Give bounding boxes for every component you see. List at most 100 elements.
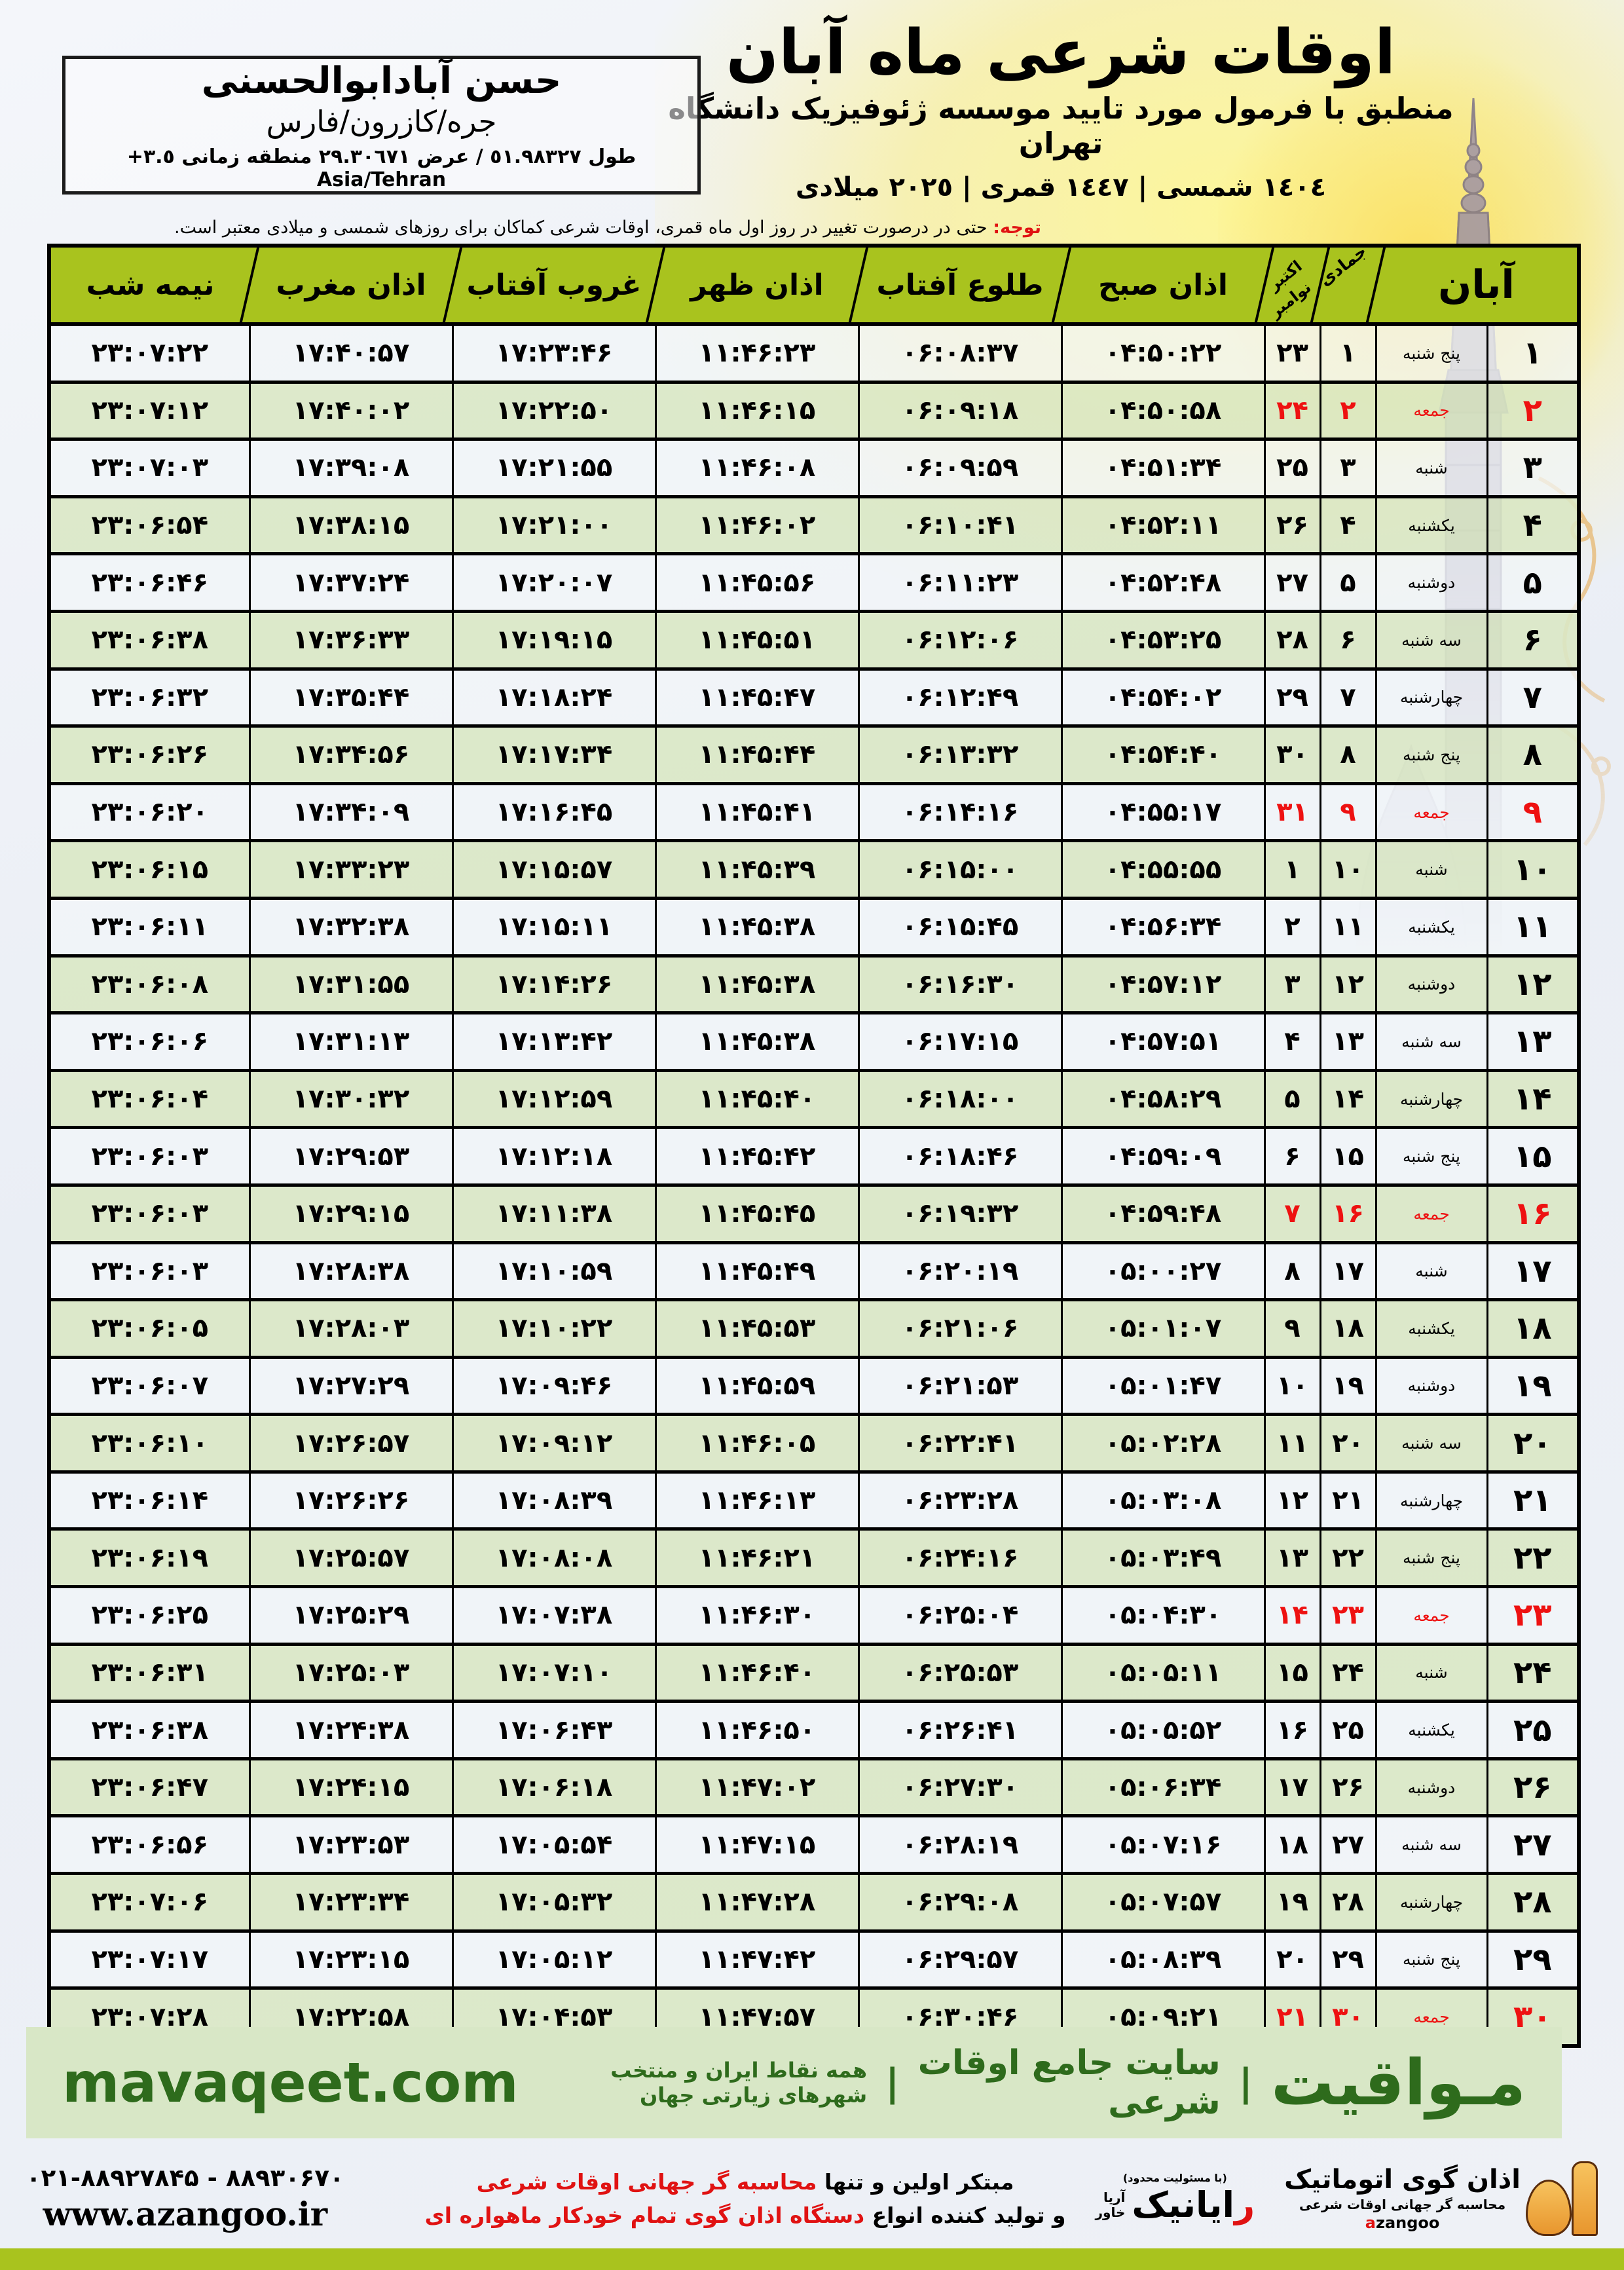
- azangoo-latin-wordmark: azangoo: [1365, 2214, 1440, 2232]
- cell-aban-day: ۲۳: [1486, 1585, 1579, 1645]
- table-row: ۱۲ دوشنبه ۱۲ ۳ ۰۴:۵۷:۱۲ ۰۶:۱۶:۳۰ ۱۱:۴۵:۳…: [49, 954, 1579, 1013]
- cell-sunrise-time: ۰۶:۱۹:۳۲: [857, 1183, 1061, 1242]
- cell-gregorian-day: ۹: [1263, 1298, 1320, 1358]
- column-header-gregorian-month: اکتبر نوامبر: [1264, 246, 1320, 326]
- cell-gregorian-day: ۸: [1263, 1240, 1320, 1300]
- table-row: ۳ شنبه ۳ ۲۵ ۰۴:۵۱:۳۴ ۰۶:۰۹:۵۹ ۱۱:۴۶:۰۸ ۱…: [49, 437, 1579, 497]
- cell-midnight-time: ۲۳:۰۶:۰۳: [49, 1240, 249, 1300]
- cell-aban-day: ۳: [1486, 437, 1579, 497]
- cell-sunset-time: ۱۷:۱۹:۱۵: [451, 609, 655, 669]
- cell-sunrise-time: ۰۶:۲۹:۵۷: [857, 1929, 1061, 1988]
- cell-sunset-time: ۱۷:۲۳:۴۶: [451, 322, 655, 382]
- table-row: ۵ دوشنبه ۵ ۲۷ ۰۴:۵۲:۴۸ ۰۶:۱۱:۲۳ ۱۱:۴۵:۵۶…: [49, 552, 1579, 612]
- cell-dhuhr-time: ۱۱:۴۶:۰۵: [654, 1413, 858, 1472]
- cell-sunrise-time: ۰۶:۲۳:۲۸: [857, 1470, 1061, 1529]
- cell-midnight-time: ۲۳:۰۶:۳۱: [49, 1642, 249, 1702]
- cell-gregorian-day: ۱۴: [1263, 1585, 1320, 1645]
- cell-dhuhr-time: ۱۱:۴۵:۴۹: [654, 1240, 858, 1300]
- cell-midnight-time: ۲۳:۰۷:۰۳: [49, 437, 249, 497]
- cell-hijri-day: ۶: [1319, 609, 1376, 669]
- cell-sunrise-time: ۰۶:۰۸:۳۷: [857, 322, 1061, 382]
- cell-fajr-time: ۰۵:۰۷:۵۷: [1060, 1872, 1264, 1931]
- cell-gregorian-day: ۱۳: [1263, 1527, 1320, 1587]
- cell-dhuhr-time: ۱۱:۴۶:۱۵: [654, 380, 858, 439]
- cell-gregorian-day: ۲۶: [1263, 494, 1320, 554]
- minaret-icon: [1572, 2161, 1598, 2236]
- cell-fajr-time: ۰۴:۵۴:۴۰: [1060, 724, 1264, 784]
- cell-weekday: یکشنبه: [1375, 896, 1487, 956]
- cell-gregorian-day: ۱۱: [1263, 1413, 1320, 1472]
- cell-midnight-time: ۲۳:۰۶:۰۵: [49, 1298, 249, 1358]
- column-header-midnight: نیمه شب: [49, 246, 249, 326]
- cell-dhuhr-time: ۱۱:۴۵:۵۳: [654, 1298, 858, 1358]
- cell-hijri-day: ۱۳: [1319, 1011, 1376, 1071]
- cell-sunset-time: ۱۷:۱۶:۴۵: [451, 781, 655, 841]
- cell-weekday: چهارشنبه: [1375, 1470, 1487, 1529]
- cell-weekday: سه شنبه: [1375, 1011, 1487, 1071]
- cell-midnight-time: ۲۳:۰۶:۰۶: [49, 1011, 249, 1071]
- cell-maghrib-time: ۱۷:۲۸:۰۳: [248, 1298, 452, 1358]
- cell-aban-day: ۲۷: [1486, 1814, 1579, 1874]
- latitude-label: عرض: [416, 145, 470, 169]
- cell-hijri-day: ۱۰: [1319, 839, 1376, 899]
- cell-dhuhr-time: ۱۱:۴۵:۳۹: [654, 839, 858, 899]
- cell-sunset-time: ۱۷:۰۹:۱۲: [451, 1413, 655, 1472]
- cell-sunset-time: ۱۷:۱۴:۲۶: [451, 954, 655, 1013]
- cell-sunrise-time: ۰۶:۱۷:۱۵: [857, 1011, 1061, 1071]
- cell-hijri-day: ۱۵: [1319, 1126, 1376, 1185]
- cell-weekday: جمعه: [1375, 380, 1487, 439]
- cell-gregorian-day: ۵: [1263, 1068, 1320, 1128]
- cell-aban-day: ۱۱: [1486, 896, 1579, 956]
- table-row: ۲۰ سه شنبه ۲۰ ۱۱ ۰۵:۰۲:۲۸ ۰۶:۲۲:۴۱ ۱۱:۴۶…: [49, 1413, 1579, 1472]
- cell-midnight-time: ۲۳:۰۶:۰۳: [49, 1126, 249, 1185]
- cell-maghrib-time: ۱۷:۲۵:۲۹: [248, 1585, 452, 1645]
- column-header-hijri-month: جمادی الاول: [1276, 242, 1376, 326]
- cell-dhuhr-time: ۱۱:۴۶:۲۳: [654, 322, 858, 382]
- azangoo-dome-icon: [1526, 2161, 1598, 2236]
- cell-weekday: پنج شنبه: [1375, 724, 1487, 784]
- cell-gregorian-day: ۲۵: [1263, 437, 1320, 497]
- timezone-value: +٣.٥: [126, 145, 175, 169]
- cell-midnight-time: ۲۳:۰۶:۰۸: [49, 954, 249, 1013]
- cell-sunset-time: ۱۷:۰۵:۳۲: [451, 1872, 655, 1931]
- cell-maghrib-time: ۱۷:۲۳:۳۴: [248, 1872, 452, 1931]
- cell-hijri-day: ۵: [1319, 552, 1376, 612]
- cell-sunset-time: ۱۷:۱۵:۵۷: [451, 839, 655, 899]
- cell-hijri-day: ۸: [1319, 724, 1376, 784]
- cell-weekday: شنبه: [1375, 1642, 1487, 1702]
- cell-fajr-time: ۰۴:۵۱:۳۴: [1060, 437, 1264, 497]
- azangoo-subtitle: محاسبه گر جهانی اوقات شرعی: [1299, 2197, 1506, 2212]
- cell-fajr-time: ۰۵:۰۳:۰۸: [1060, 1470, 1264, 1529]
- table-row: ۶ سه شنبه ۶ ۲۸ ۰۴:۵۳:۲۵ ۰۶:۱۲:۰۶ ۱۱:۴۵:۵…: [49, 609, 1579, 669]
- cell-maghrib-time: ۱۷:۴۰:۵۷: [248, 322, 452, 382]
- cell-sunset-time: ۱۷:۱۸:۲۴: [451, 667, 655, 726]
- cell-fajr-time: ۰۵:۰۵:۱۱: [1060, 1642, 1264, 1702]
- longitude-value: ٥١.٩٨٣٢٧: [490, 145, 581, 169]
- cell-midnight-time: ۲۳:۰۶:۰۳: [49, 1183, 249, 1242]
- cell-sunset-time: ۱۷:۰۸:۳۹: [451, 1470, 655, 1529]
- cell-sunset-time: ۱۷:۱۷:۳۴: [451, 724, 655, 784]
- cell-fajr-time: ۰۴:۵۲:۱۱: [1060, 494, 1264, 554]
- cell-aban-day: ۲۹: [1486, 1929, 1579, 1988]
- cell-midnight-time: ۲۳:۰۷:۱۷: [49, 1929, 249, 1988]
- cell-maghrib-time: ۱۷:۴۰:۰۲: [248, 380, 452, 439]
- cell-midnight-time: ۲۳:۰۶:۱۴: [49, 1470, 249, 1529]
- cell-fajr-time: ۰۵:۰۲:۲۸: [1060, 1413, 1264, 1472]
- cell-sunrise-time: ۰۶:۲۱:۰۶: [857, 1298, 1061, 1358]
- cell-sunrise-time: ۰۶:۲۵:۰۴: [857, 1585, 1061, 1645]
- cell-aban-day: ۲۰: [1486, 1413, 1579, 1472]
- cell-maghrib-time: ۱۷:۳۱:۵۵: [248, 954, 452, 1013]
- cell-fajr-time: ۰۴:۵۹:۴۸: [1060, 1183, 1264, 1242]
- cell-dhuhr-time: ۱۱:۴۶:۲۱: [654, 1527, 858, 1587]
- calendar-years-line: ١٤٠٤ شمسی | ١٤٤٧ قمری | ٢٠٢٥ میلادی: [795, 172, 1327, 203]
- cell-hijri-day: ۲۳: [1319, 1585, 1376, 1645]
- cell-gregorian-day: ۳: [1263, 954, 1320, 1013]
- cell-sunrise-time: ۰۶:۱۸:۴۶: [857, 1126, 1061, 1185]
- cell-aban-day: ۱۴: [1486, 1068, 1579, 1128]
- cell-weekday: شنبه: [1375, 1240, 1487, 1300]
- cell-maghrib-time: ۱۷:۳۷:۲۴: [248, 552, 452, 612]
- cell-sunrise-time: ۰۶:۱۲:۰۶: [857, 609, 1061, 669]
- page-subtitle: منطبق با فرمول مورد تایید موسسه ژئوفیزیک…: [668, 91, 1454, 161]
- cell-fajr-time: ۰۴:۵۵:۵۵: [1060, 839, 1264, 899]
- table-row: ۲۵ یکشنبه ۲۵ ۱۶ ۰۵:۰۵:۵۲ ۰۶:۲۶:۴۱ ۱۱:۴۶:…: [49, 1700, 1579, 1759]
